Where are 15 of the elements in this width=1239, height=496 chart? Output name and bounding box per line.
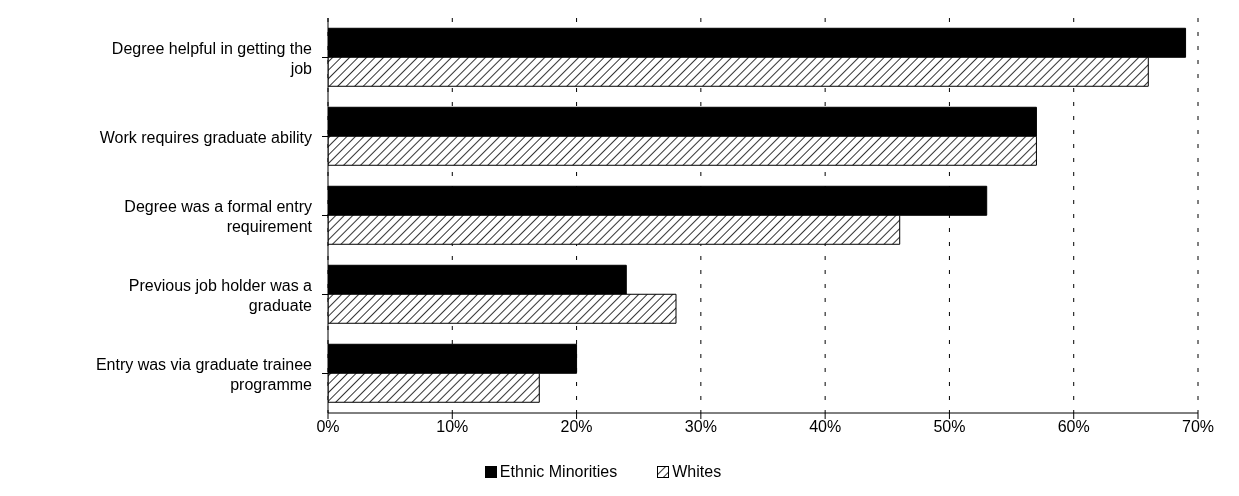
- x-tick-label: 0%: [316, 418, 340, 436]
- x-tick-label: 30%: [684, 418, 717, 436]
- x-tick-label: 10%: [436, 418, 469, 436]
- x-tick-label: 70%: [1181, 418, 1215, 436]
- x-tick-label: 60%: [1057, 418, 1090, 436]
- y-tick-label: Previous job holder was a graduate: [128, 276, 313, 313]
- y-tick-label: Degree helpful in getting the job: [111, 39, 313, 76]
- x-tick-label: 40%: [809, 418, 842, 436]
- y-tick-label: Degree was a formal entry requirement: [124, 197, 313, 234]
- x-tick-label: 20%: [560, 418, 593, 436]
- legend-label: Ethnic Minorities: [498, 463, 618, 481]
- y-tick-label: Entry was via graduate trainee programme: [95, 355, 313, 392]
- y-tick-label: Work requires graduate ability: [99, 128, 312, 145]
- legend-label: Whites: [671, 463, 722, 481]
- x-tick-label: 50%: [933, 418, 966, 436]
